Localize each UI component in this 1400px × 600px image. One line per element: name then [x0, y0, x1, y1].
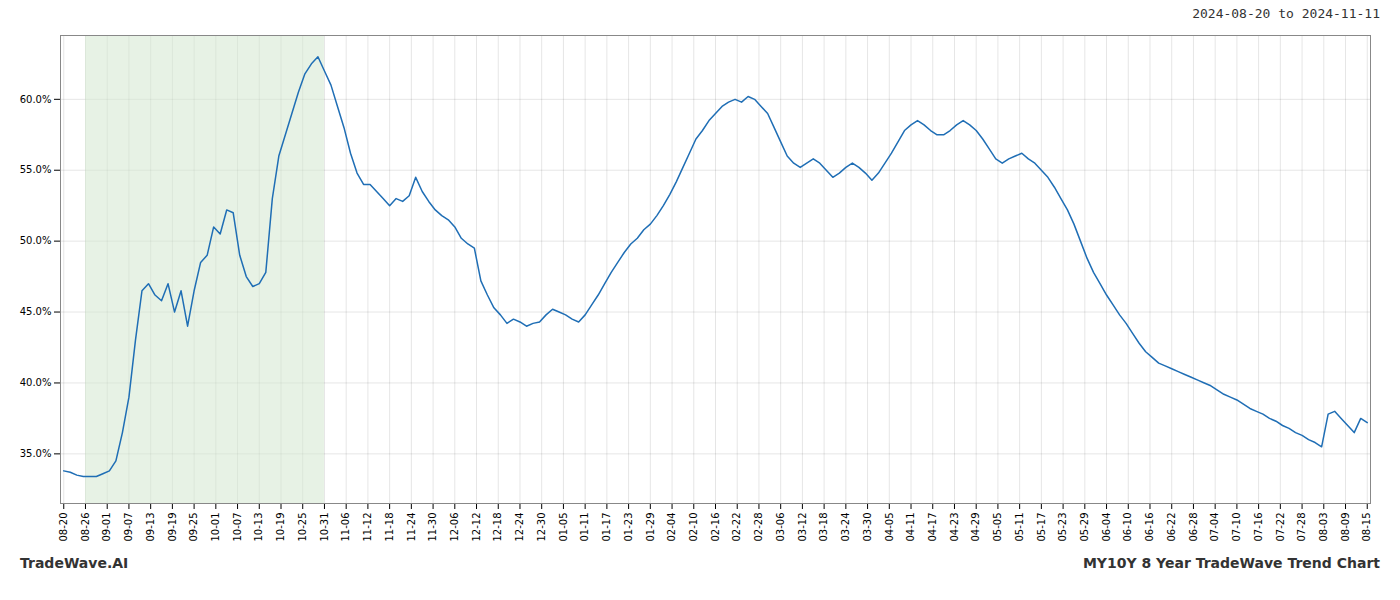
svg-text:07-28: 07-28 — [1296, 513, 1307, 542]
svg-text:11-18: 11-18 — [384, 513, 395, 542]
svg-text:08-26: 08-26 — [80, 513, 91, 542]
html-text:2024-08-20 to 2024-11-11: 2024-08-20 to 2024-11-11 — [1192, 6, 1380, 21]
svg-text:07-22: 07-22 — [1275, 513, 1286, 542]
svg-text:35.0%: 35.0% — [20, 448, 52, 459]
svg-text:04-23: 04-23 — [949, 513, 960, 542]
svg-text:11-30: 11-30 — [427, 513, 438, 542]
svg-text:05-29: 05-29 — [1079, 513, 1090, 542]
svg-text:05-05: 05-05 — [992, 513, 1003, 542]
html-text:TradeWave.AI: TradeWave.AI — [20, 555, 129, 571]
svg-text:50.0%: 50.0% — [20, 235, 52, 246]
svg-text:03-12: 03-12 — [797, 513, 808, 542]
svg-text:11-24: 11-24 — [406, 513, 417, 542]
svg-text:04-29: 04-29 — [970, 513, 981, 542]
svg-text:05-17: 05-17 — [1036, 513, 1047, 542]
svg-text:02-10: 02-10 — [688, 513, 699, 542]
svg-text:03-06: 03-06 — [775, 513, 786, 542]
svg-text:07-16: 07-16 — [1253, 513, 1264, 542]
svg-text:06-22: 06-22 — [1166, 513, 1177, 542]
svg-text:08-15: 08-15 — [1361, 513, 1372, 542]
svg-text:12-24: 12-24 — [514, 513, 525, 542]
svg-text:60.0%: 60.0% — [20, 94, 52, 105]
svg-text:06-28: 06-28 — [1188, 513, 1199, 542]
svg-text:02-16: 02-16 — [710, 513, 721, 542]
svg-text:12-06: 12-06 — [449, 513, 460, 542]
svg-text:01-29: 01-29 — [645, 513, 656, 542]
svg-text:10-13: 10-13 — [253, 513, 264, 542]
svg-text:02-22: 02-22 — [731, 513, 742, 542]
svg-text:10-07: 10-07 — [232, 513, 243, 542]
svg-text:01-17: 01-17 — [601, 513, 612, 542]
svg-text:04-11: 04-11 — [905, 513, 916, 542]
svg-text:12-30: 12-30 — [536, 513, 547, 542]
svg-text:04-05: 04-05 — [883, 513, 894, 542]
svg-text:07-04: 07-04 — [1209, 513, 1220, 542]
svg-text:03-24: 03-24 — [840, 513, 851, 542]
svg-text:09-13: 09-13 — [145, 513, 156, 542]
svg-text:03-18: 03-18 — [818, 513, 829, 542]
svg-text:40.0%: 40.0% — [20, 377, 52, 388]
svg-text:01-05: 01-05 — [558, 513, 569, 542]
svg-text:07-10: 07-10 — [1231, 513, 1242, 542]
svg-text:02-28: 02-28 — [753, 513, 764, 542]
svg-text:06-16: 06-16 — [1144, 513, 1155, 542]
svg-text:11-06: 11-06 — [340, 513, 351, 542]
svg-text:55.0%: 55.0% — [20, 164, 52, 175]
html-text:MY10Y 8 Year TradeWave Trend C: MY10Y 8 Year TradeWave Trend Chart — [1082, 555, 1380, 571]
svg-text:05-23: 05-23 — [1057, 513, 1068, 542]
svg-text:08-20: 08-20 — [58, 513, 69, 542]
svg-text:10-31: 10-31 — [319, 513, 330, 542]
svg-text:01-23: 01-23 — [623, 513, 634, 542]
svg-text:06-10: 06-10 — [1122, 513, 1133, 542]
svg-text:01-11: 01-11 — [579, 513, 590, 542]
svg-text:10-19: 10-19 — [275, 513, 286, 542]
svg-text:03-30: 03-30 — [862, 513, 873, 542]
svg-text:09-19: 09-19 — [167, 513, 178, 542]
svg-text:05-11: 05-11 — [1014, 513, 1025, 542]
svg-text:04-17: 04-17 — [927, 513, 938, 542]
svg-text:09-01: 09-01 — [101, 513, 112, 542]
svg-text:02-04: 02-04 — [666, 513, 677, 542]
svg-text:45.0%: 45.0% — [20, 306, 52, 317]
svg-text:12-18: 12-18 — [492, 513, 503, 542]
svg-text:10-25: 10-25 — [297, 513, 308, 542]
svg-text:12-12: 12-12 — [471, 513, 482, 542]
svg-text:09-07: 09-07 — [123, 513, 134, 542]
svg-text:06-04: 06-04 — [1101, 513, 1112, 542]
svg-text:08-03: 08-03 — [1318, 513, 1329, 542]
svg-text:08-09: 08-09 — [1340, 513, 1351, 542]
svg-text:09-25: 09-25 — [188, 513, 199, 542]
svg-text:10-01: 10-01 — [210, 513, 221, 542]
svg-text:11-12: 11-12 — [362, 513, 373, 542]
